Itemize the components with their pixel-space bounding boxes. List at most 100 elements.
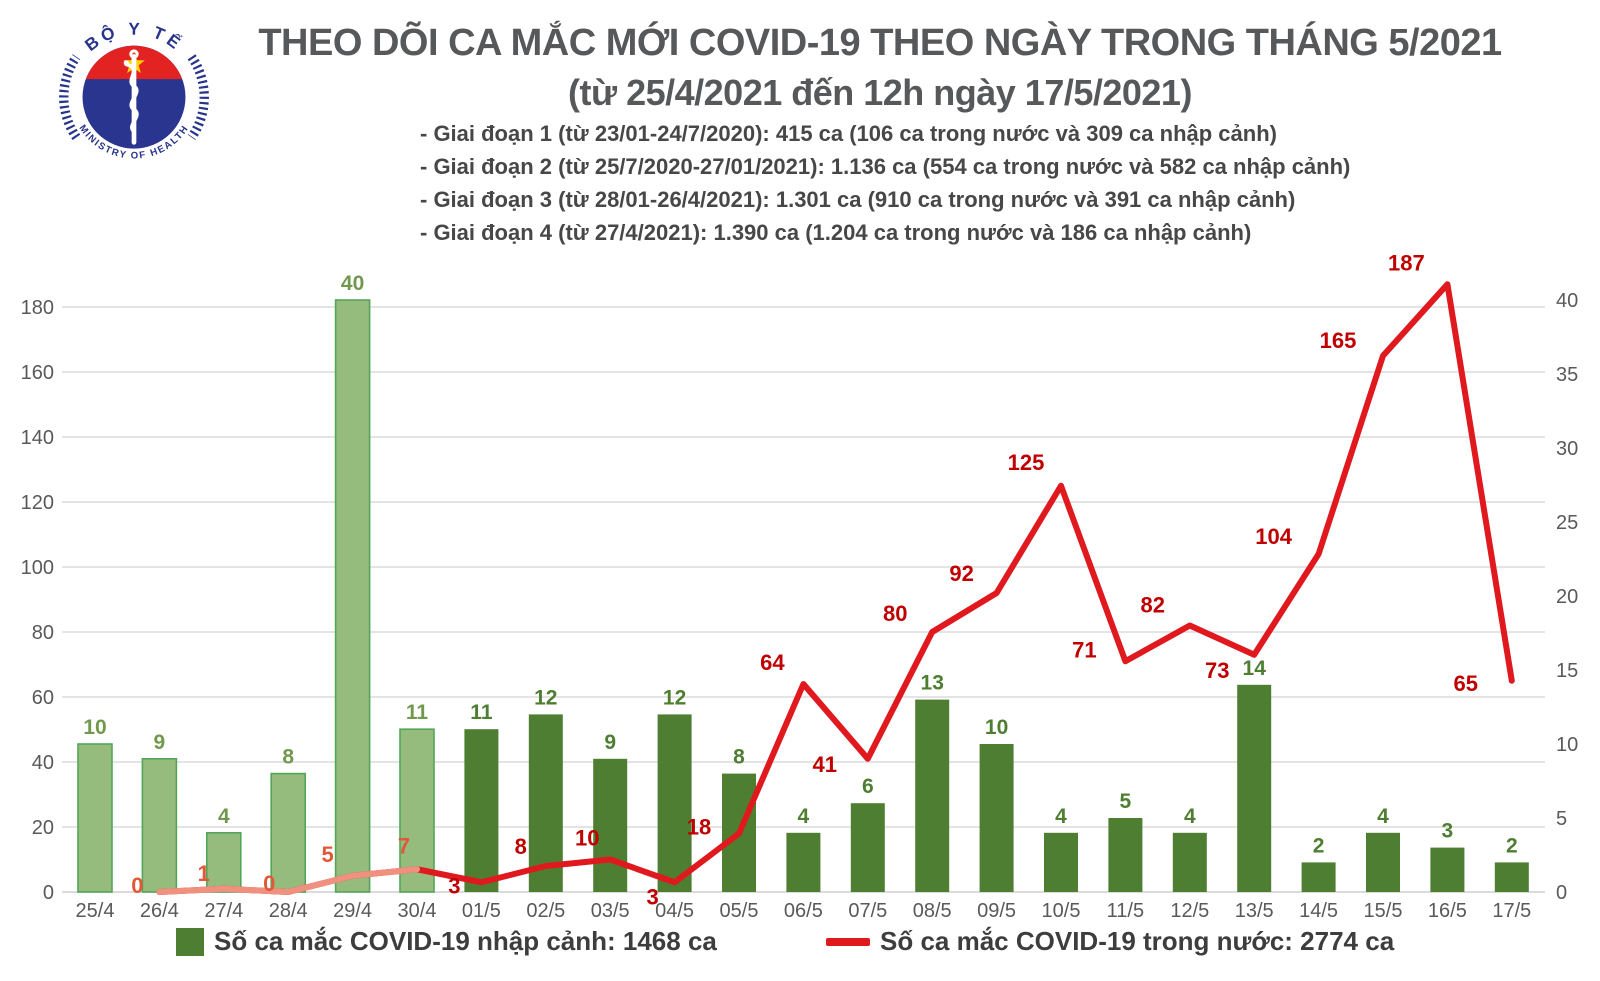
bar-imported-cases [1494,862,1529,892]
bar-value-label: 12 [663,686,686,709]
domestic-cases-line-april [156,866,420,895]
legend-domestic-label: Số ca mắc COVID-19 trong nước: 2774 ca [880,926,1395,956]
phase-line-1: - Giai đoạn 1 (từ 23/01-24/7/2020): 415 … [420,121,1277,146]
bar-value-label: 8 [733,746,745,769]
bar-value-label: 9 [604,731,616,754]
x-axis-label: 17/5 [1492,900,1531,920]
bar-imported-cases [399,728,435,893]
x-axis-label: 14/5 [1299,900,1338,920]
bar-value-label: 13 [921,672,944,695]
bar-imported-cases [334,299,371,893]
left-axis-tick-label: 120 [21,492,54,514]
bar-value-label: 10 [83,716,106,739]
line-value-label: 71 [1072,637,1096,662]
bar-value-label: 5 [1120,790,1132,813]
bar-imported-cases [141,757,178,893]
line-value-label: 125 [1008,450,1045,475]
bar-value-label: 9 [154,731,166,754]
bar-value-label: 4 [218,805,230,828]
x-axis-label: 13/5 [1235,900,1274,920]
x-axis-label: 15/5 [1364,900,1403,920]
ministry-of-health-logo: BỘ Y TẾ MINISTRY OF HEALTH [57,18,211,172]
x-axis-label: 27/4 [204,900,243,920]
imported-bar-swatch [176,927,204,956]
left-axis-tick-label: 60 [32,687,54,709]
bar-value-label: 3 [1442,820,1454,843]
left-axis-tick-label: 0 [43,882,54,904]
bar-imported-cases [850,803,885,892]
logo-left-hatch-arc [59,54,81,141]
x-axis-label: 29/4 [333,900,372,920]
x-axis-label: 09/5 [977,900,1016,920]
bar-value-label: 4 [798,805,810,828]
x-axis-label: 16/5 [1428,900,1467,920]
x-axis-label: 26/4 [140,900,179,920]
bar-value-label: 40 [341,272,364,295]
left-axis-tick-label: 140 [21,427,54,449]
bar-imported-cases [1366,832,1400,892]
x-axis-label: 07/5 [848,900,887,920]
line-value-label: 80 [883,601,907,626]
bar-imported-cases [593,758,628,892]
line-value-label: 10 [575,826,599,851]
bar-imported-cases [77,743,113,893]
x-axis-label: 25/4 [76,900,115,920]
line-value-label: 5 [321,842,333,867]
logo-asclepius-rod-icon [123,49,139,145]
bar-imported-cases [657,714,692,892]
bar-imported-cases [1172,832,1207,892]
left-axis-tick-label: 80 [32,622,54,644]
bar-imported-cases [1044,832,1078,892]
left-axis-tick-label: 180 [21,297,54,319]
bar-imported-cases [1108,818,1143,892]
x-axis-label: 11/5 [1107,900,1144,920]
phase-line-2: - Giai đoạn 2 (từ 25/7/2020-27/01/2021):… [420,154,1351,179]
line-value-label: 3 [646,884,658,909]
right-axis-tick-label: 10 [1556,734,1578,756]
line-value-label: 0 [131,873,143,898]
line-value-label: 104 [1255,524,1292,549]
line-value-label: 187 [1388,250,1425,275]
logo-right-hatch-arc [187,54,209,141]
bar-imported-cases [206,831,242,893]
domestic-line-swatch [826,937,870,946]
line-value-label: 8 [515,834,527,859]
left-axis-tick-label: 40 [32,752,54,774]
line-value-label: 18 [687,815,711,840]
line-value-label: 0 [263,871,275,896]
left-axis-tick-label: 20 [32,817,54,839]
line-value-label: 165 [1320,328,1357,353]
right-axis-tick-label: 40 [1556,290,1578,312]
bar-imported-cases [270,772,307,893]
bar-imported-cases [1430,847,1465,892]
line-value-label: 65 [1454,671,1478,696]
legend-item-domestic: Số ca mắc COVID-19 trong nước: 2774 ca [826,926,1394,957]
phase-line-3: - Giai đoạn 3 (từ 28/01-26/4/2021): 1.30… [420,187,1296,212]
legend-item-imported: Số ca mắc COVID-19 nhập cảnh: 1468 ca [176,926,717,957]
bar-value-label: 11 [470,701,493,724]
x-axis-label: 10/5 [1042,900,1081,920]
legend-imported-label: Số ca mắc COVID-19 nhập cảnh: 1468 ca [214,926,717,956]
bar-value-label: 4 [1055,805,1067,828]
page-subtitle: (từ 25/4/2021 đến 12h ngày 17/5/2021) [568,72,1192,113]
right-axis-tick-label: 0 [1556,882,1567,904]
x-axis-label: 02/5 [526,900,565,920]
page-title: THEO DÕI CA MẮC MỚI COVID-19 THEO NGÀY T… [258,22,1502,64]
x-axis-label: 03/5 [591,900,630,920]
bar-value-label: 12 [534,686,557,709]
line-value-label: 41 [813,752,837,777]
bar-value-label: 8 [282,746,294,769]
line-value-label: 64 [760,650,785,675]
bar-imported-cases [786,832,821,892]
bar-value-label: 2 [1506,834,1518,857]
line-value-label: 3 [448,873,460,898]
x-axis-label: 28/4 [269,900,308,920]
right-axis-tick-label: 20 [1556,586,1578,608]
line-value-label: 1 [198,861,210,886]
x-axis-label: 05/5 [720,900,759,920]
phase-line-4: - Giai đoạn 4 (từ 27/4/2021): 1.390 ca (… [420,220,1252,245]
right-axis-tick-label: 25 [1556,512,1578,534]
bar-imported-cases [1237,684,1272,892]
x-axis-label: 30/4 [398,900,437,920]
